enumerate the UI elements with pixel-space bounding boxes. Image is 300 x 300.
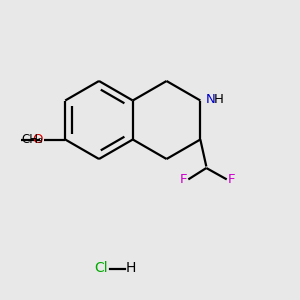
Text: F: F xyxy=(227,173,235,186)
Text: N: N xyxy=(206,93,215,106)
Text: H: H xyxy=(126,262,136,275)
Text: CH₃: CH₃ xyxy=(21,133,43,146)
Text: O: O xyxy=(32,133,43,146)
Text: F: F xyxy=(180,173,188,186)
Text: H: H xyxy=(214,93,224,106)
Text: Cl: Cl xyxy=(94,262,108,275)
